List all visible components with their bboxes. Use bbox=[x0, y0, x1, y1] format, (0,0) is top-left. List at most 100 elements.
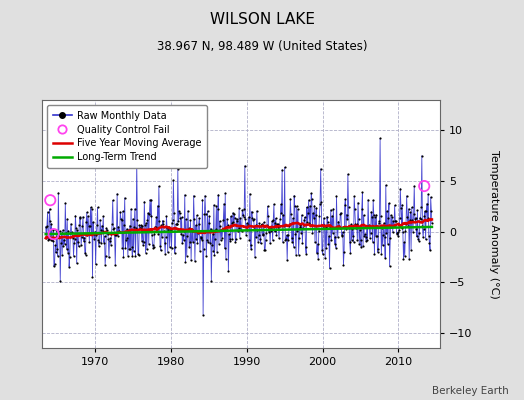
Point bbox=[99, 213, 107, 220]
Point bbox=[213, 206, 222, 212]
Point bbox=[62, 246, 71, 252]
Point bbox=[331, 241, 339, 247]
Point bbox=[245, 237, 254, 243]
Point bbox=[241, 216, 249, 223]
Point bbox=[300, 216, 309, 223]
Point bbox=[74, 243, 83, 250]
Point bbox=[68, 232, 77, 239]
Point bbox=[218, 234, 226, 241]
Point bbox=[339, 262, 347, 268]
Point bbox=[263, 222, 271, 228]
Point bbox=[109, 226, 117, 232]
Point bbox=[237, 227, 245, 233]
Point bbox=[120, 221, 128, 228]
Point bbox=[248, 208, 256, 215]
Point bbox=[126, 222, 134, 229]
Point bbox=[310, 215, 318, 221]
Text: Berkeley Earth: Berkeley Earth bbox=[432, 386, 508, 396]
Point bbox=[53, 246, 61, 252]
Point bbox=[166, 244, 174, 250]
Point bbox=[337, 231, 346, 238]
Point bbox=[43, 223, 51, 229]
Point bbox=[234, 225, 243, 231]
Point bbox=[319, 251, 327, 257]
Point bbox=[243, 220, 251, 227]
Point bbox=[167, 245, 176, 252]
Point bbox=[305, 220, 313, 226]
Point bbox=[301, 214, 309, 220]
Point bbox=[108, 197, 117, 204]
Point bbox=[185, 239, 194, 245]
Point bbox=[132, 225, 140, 231]
Point bbox=[119, 254, 128, 260]
Point bbox=[286, 220, 294, 227]
Y-axis label: Temperature Anomaly (°C): Temperature Anomaly (°C) bbox=[489, 150, 499, 298]
Point bbox=[177, 231, 185, 237]
Point bbox=[413, 207, 422, 214]
Point bbox=[176, 210, 184, 217]
Point bbox=[85, 238, 93, 245]
Point bbox=[291, 231, 300, 237]
Point bbox=[289, 215, 297, 222]
Point bbox=[60, 241, 69, 247]
Point bbox=[362, 233, 370, 240]
Point bbox=[149, 244, 157, 251]
Point bbox=[252, 234, 260, 240]
Point bbox=[195, 215, 203, 221]
Point bbox=[70, 240, 79, 247]
Point bbox=[280, 222, 288, 229]
Point bbox=[251, 254, 259, 261]
Point bbox=[362, 238, 370, 244]
Point bbox=[213, 249, 221, 255]
Point bbox=[410, 183, 419, 189]
Point bbox=[199, 311, 208, 318]
Point bbox=[194, 230, 202, 236]
Point bbox=[205, 213, 214, 220]
Point bbox=[216, 237, 225, 244]
Point bbox=[365, 224, 374, 230]
Point bbox=[311, 211, 320, 218]
Point bbox=[307, 190, 315, 197]
Point bbox=[150, 231, 159, 238]
Point bbox=[180, 228, 188, 234]
Point bbox=[259, 219, 268, 226]
Point bbox=[392, 230, 401, 236]
Point bbox=[421, 208, 429, 214]
Point bbox=[374, 246, 383, 253]
Point bbox=[175, 208, 183, 214]
Point bbox=[390, 202, 399, 209]
Point bbox=[48, 237, 56, 243]
Point bbox=[103, 231, 112, 238]
Point bbox=[394, 229, 402, 236]
Point bbox=[360, 233, 368, 239]
Point bbox=[380, 220, 388, 226]
Point bbox=[268, 218, 276, 224]
Point bbox=[159, 220, 168, 227]
Point bbox=[395, 227, 403, 233]
Point bbox=[372, 232, 380, 239]
Point bbox=[328, 213, 336, 219]
Point bbox=[77, 242, 85, 249]
Point bbox=[143, 217, 151, 223]
Point bbox=[304, 197, 313, 203]
Point bbox=[356, 226, 364, 233]
Point bbox=[128, 252, 137, 259]
Point bbox=[102, 225, 111, 231]
Point bbox=[138, 238, 146, 244]
Point bbox=[105, 254, 113, 261]
Point bbox=[303, 218, 312, 225]
Point bbox=[230, 219, 238, 225]
Point bbox=[69, 253, 78, 259]
Point bbox=[277, 210, 286, 216]
Point bbox=[193, 212, 201, 218]
Point bbox=[325, 265, 334, 272]
Point bbox=[84, 222, 93, 229]
Point bbox=[185, 244, 193, 250]
Point bbox=[72, 225, 80, 231]
Point bbox=[57, 230, 66, 236]
Point bbox=[337, 210, 345, 216]
Point bbox=[133, 160, 141, 166]
Point bbox=[86, 222, 94, 229]
Point bbox=[191, 258, 199, 264]
Point bbox=[313, 250, 321, 256]
